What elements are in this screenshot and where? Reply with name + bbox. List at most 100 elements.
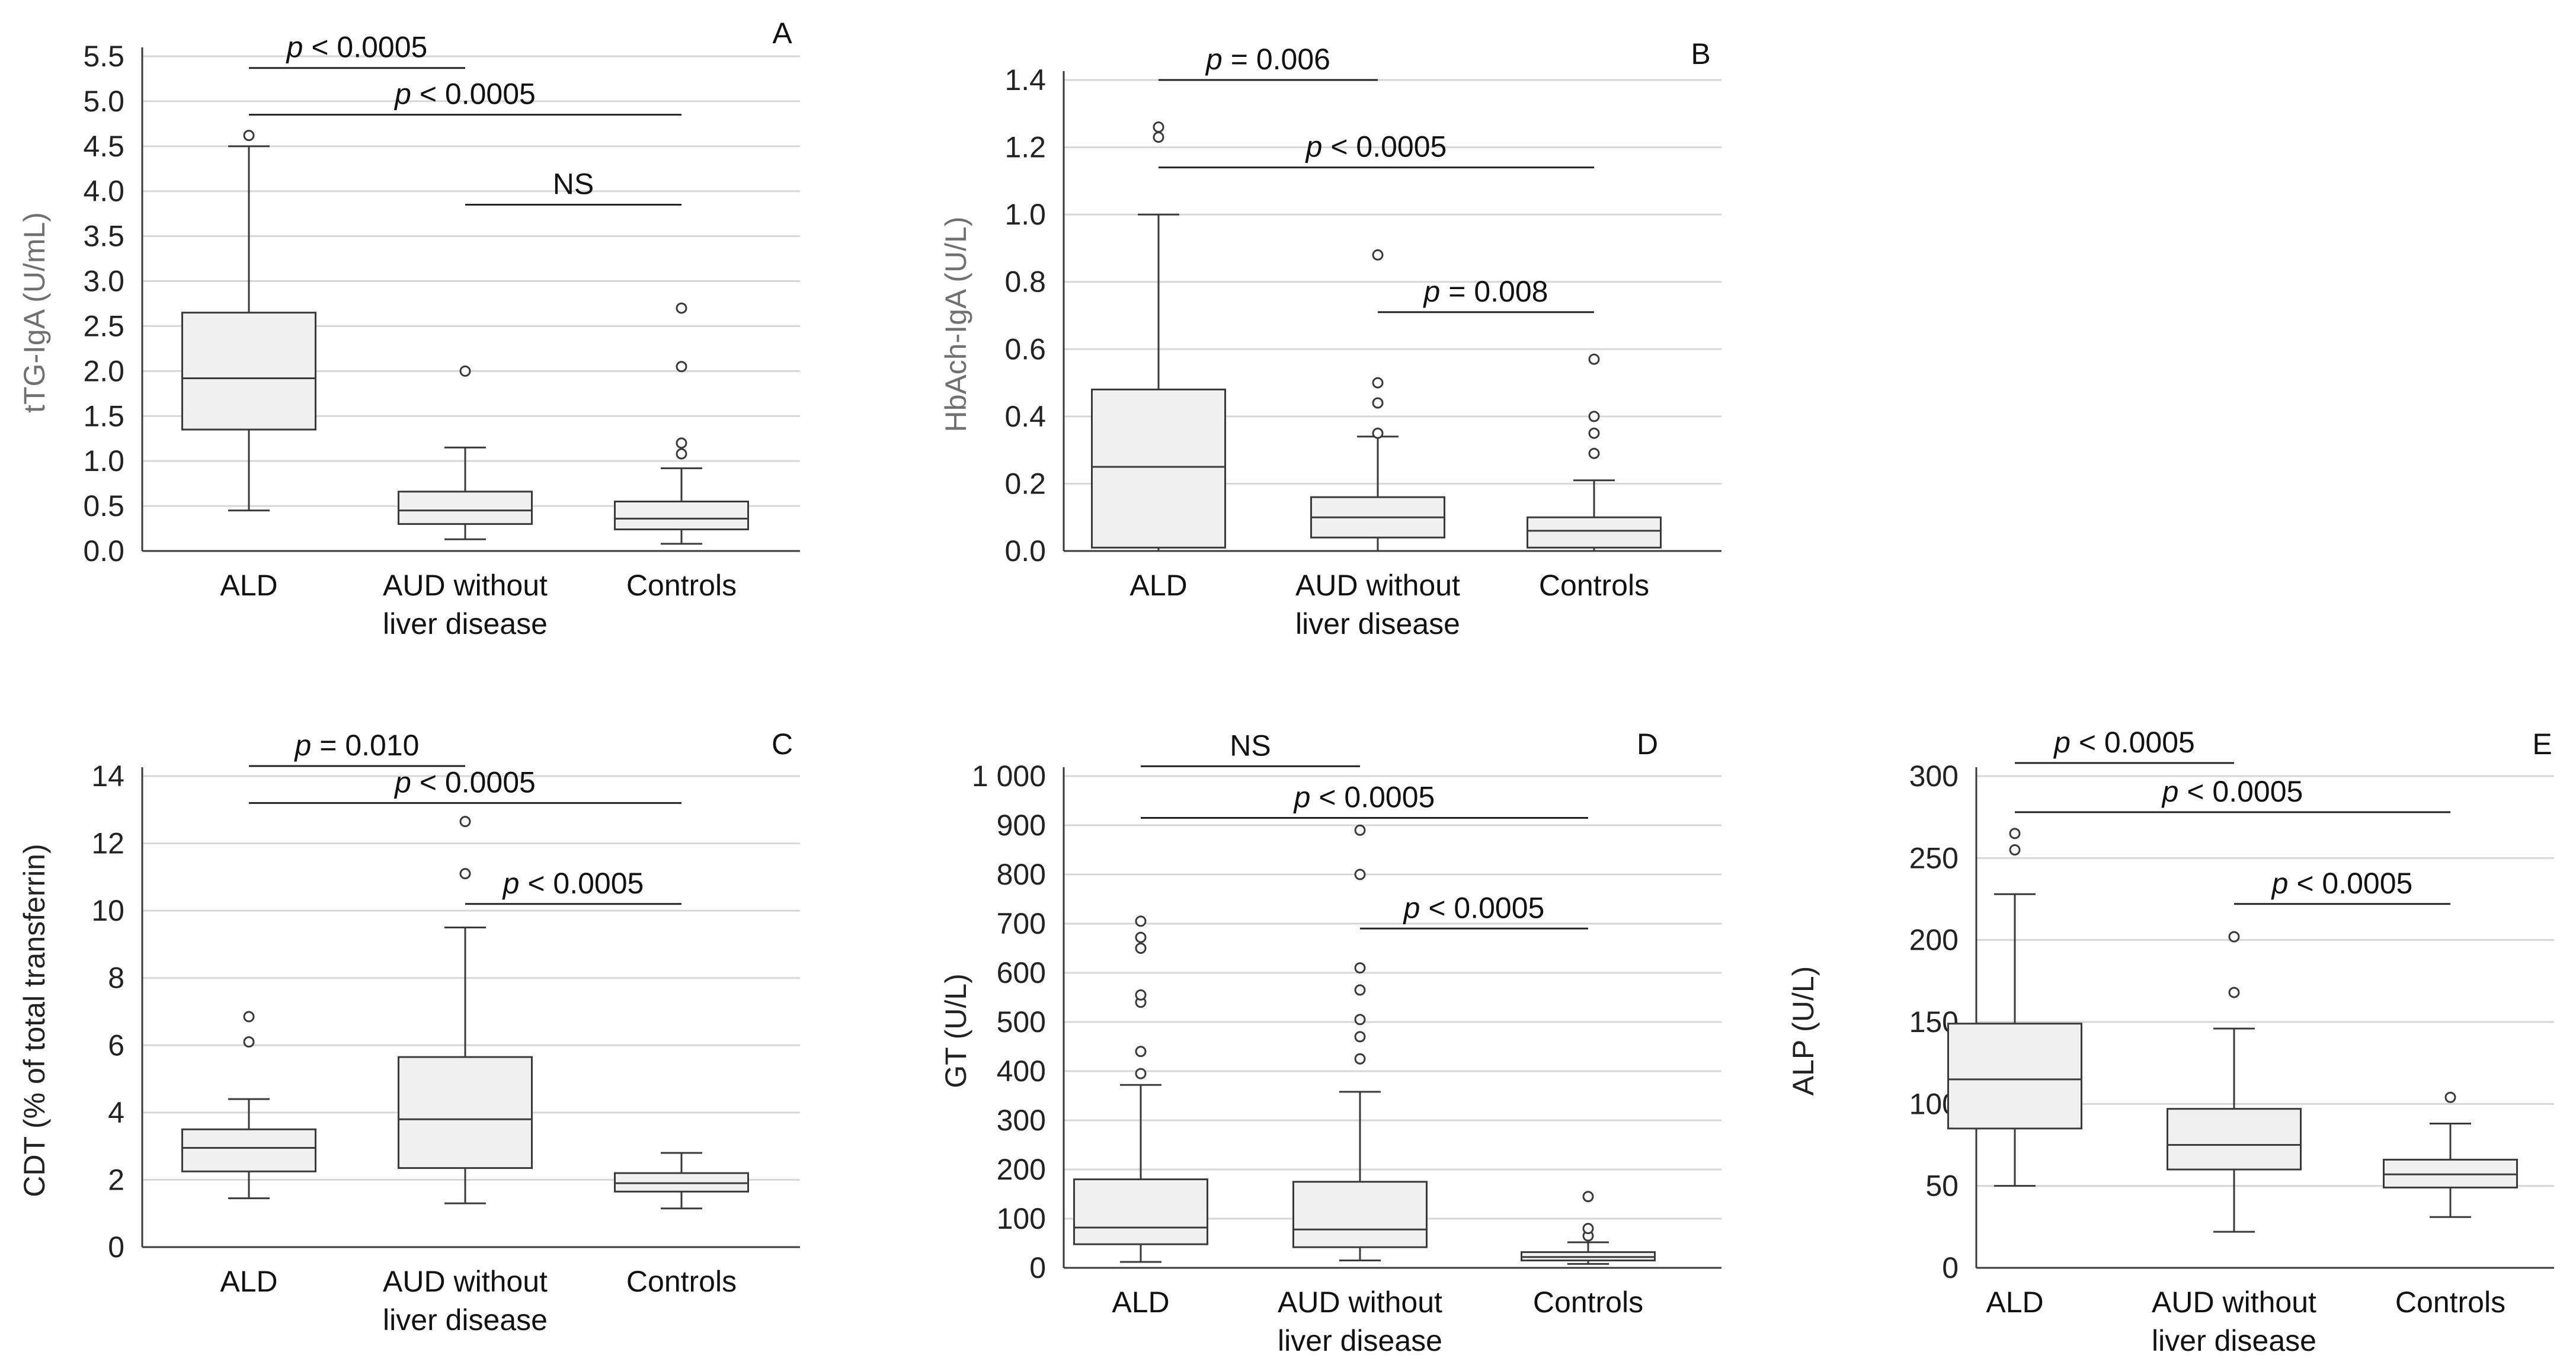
- iqr-box: [1527, 516, 1662, 549]
- p-value-text: NS: [553, 168, 594, 201]
- x-category-label: AUD without: [2152, 1286, 2316, 1319]
- x-category-label: AUD without: [383, 569, 548, 602]
- outlier-point: [1582, 1191, 1594, 1203]
- p-symbol: p: [1205, 43, 1223, 76]
- significance-label: p = 0.006: [1205, 43, 1330, 76]
- y-tick-label: 4.0: [83, 175, 124, 208]
- significance-label: p < 0.0005: [2161, 775, 2303, 808]
- y-tick-label: 4: [108, 1096, 124, 1129]
- x-category-label: liver disease: [383, 1303, 548, 1337]
- outlier-point: [459, 365, 471, 377]
- y-tick-label: 400: [997, 1055, 1046, 1088]
- significance-comparison: p = 0.008: [1378, 275, 1594, 313]
- outlier-point: [1354, 824, 1366, 836]
- chart-panel-b: 0.0 0.2 0.4 0.6 0.8 1.0 1.2 1.4 HbAch-IgA (U/L) B…: [939, 37, 1721, 640]
- outlier-point: [1582, 1223, 1594, 1235]
- y-tick-label: 1 000: [972, 760, 1046, 793]
- x-category-label: AUD without: [1278, 1286, 1442, 1319]
- significance-comparison: p = 0.006: [1159, 43, 1378, 81]
- box-aud-without-liver-disease: [398, 365, 533, 540]
- significance-comparison: p < 0.0005: [1141, 781, 1588, 819]
- p-symbol: p: [393, 765, 411, 799]
- iqr-box: [1292, 1181, 1428, 1248]
- box-ald: [181, 130, 316, 512]
- p-value-text: < 0.0005: [411, 78, 536, 111]
- y-tick-label: 2.5: [83, 309, 124, 342]
- box-aud-without-liver-disease: [1292, 824, 1428, 1262]
- outlier-point: [459, 868, 471, 880]
- p-value-text: < 0.0005: [1310, 781, 1435, 814]
- significance-label: p = 0.008: [1423, 275, 1548, 308]
- p-value-text: < 0.0005: [411, 765, 536, 799]
- x-category-label: AUD without: [1295, 569, 1460, 602]
- outlier-point: [2228, 986, 2240, 998]
- iqr-box: [1073, 1178, 1208, 1245]
- x-category-label: Controls: [626, 569, 737, 602]
- significance-comparison: p < 0.0005: [465, 867, 681, 905]
- p-value-text: < 0.0005: [2178, 775, 2303, 808]
- y-tick-label: 1.0: [83, 444, 124, 478]
- significance-comparison: p < 0.0005: [1360, 891, 1588, 930]
- x-category-label: ALD: [220, 1265, 277, 1298]
- significance-label: NS: [553, 168, 594, 201]
- x-category-label: ALD: [220, 569, 277, 602]
- significance-label: p < 0.0005: [286, 31, 428, 64]
- panel-label: B: [1691, 37, 1710, 71]
- y-tick-label: 800: [997, 858, 1046, 891]
- outlier-point: [1372, 377, 1384, 389]
- y-tick-label: 50: [1925, 1169, 1959, 1203]
- significance-comparison: p = 0.010: [249, 729, 465, 767]
- box-controls: [1527, 353, 1662, 552]
- y-tick-label: 200: [1909, 924, 1959, 957]
- p-symbol: p: [2271, 867, 2289, 900]
- p-symbol: p: [2161, 775, 2179, 808]
- significance-label: p = 0.010: [294, 729, 420, 762]
- x-category-label: ALD: [1112, 1286, 1169, 1319]
- outlier-point: [1135, 915, 1147, 927]
- y-tick-label: 250: [1909, 841, 1959, 874]
- iqr-box: [181, 312, 316, 431]
- y-tick-label: 600: [997, 956, 1046, 989]
- p-symbol: p: [502, 867, 520, 900]
- outlier-point: [676, 361, 687, 373]
- outlier-point: [676, 448, 687, 460]
- chart-panel-c: 0 2 4 6 8 10 12 14 CDT (% of total transferrin) C…: [18, 728, 800, 1337]
- box-ald: [1947, 828, 2082, 1187]
- box-aud-without-liver-disease: [1310, 249, 1445, 552]
- outlier-point: [1372, 397, 1384, 409]
- p-value-text: NS: [1230, 729, 1271, 762]
- significance-comparison: p < 0.0005: [249, 78, 681, 116]
- x-category-label: liver disease: [2152, 1324, 2316, 1357]
- box-controls: [614, 302, 749, 545]
- y-tick-label: 3.5: [83, 220, 124, 253]
- significance-comparison: p < 0.0005: [249, 765, 681, 804]
- box-aud-without-liver-disease: [398, 816, 533, 1204]
- y-tick-label: 900: [997, 809, 1046, 842]
- outlier-point: [1372, 427, 1384, 439]
- significance-comparison: NS: [465, 168, 681, 206]
- y-tick-label: 0: [1029, 1251, 1046, 1284]
- significance-label: p < 0.0005: [2271, 867, 2413, 900]
- box-controls: [2383, 1091, 2518, 1218]
- outlier-point: [1354, 1053, 1366, 1065]
- y-tick-label: 300: [997, 1104, 1046, 1137]
- outlier-point: [1354, 1031, 1366, 1043]
- box-ald: [181, 1011, 316, 1200]
- y-tick-label: 0.0: [1004, 534, 1046, 568]
- outlier-point: [1135, 989, 1147, 1001]
- p-value-text: = 0.010: [311, 729, 419, 762]
- outlier-point: [676, 302, 687, 314]
- y-tick-label: 12: [91, 827, 124, 860]
- x-category-label: Controls: [2395, 1286, 2505, 1319]
- x-category-label: AUD without: [383, 1265, 548, 1298]
- y-axis-label: GT (U/L): [939, 973, 972, 1088]
- significance-label: p < 0.0005: [502, 867, 644, 900]
- outlier-point: [1372, 249, 1384, 261]
- p-value-text: = 0.008: [1440, 275, 1548, 308]
- p-symbol: p: [393, 78, 411, 111]
- significance-label: p < 0.0005: [2053, 726, 2195, 759]
- x-category-label: Controls: [1533, 1286, 1643, 1319]
- chart-panel-d: 0 100 200 300 400 500 600 700 800 900 1 000 GT (U/L…: [939, 728, 1721, 1357]
- y-tick-label: 500: [997, 1005, 1046, 1039]
